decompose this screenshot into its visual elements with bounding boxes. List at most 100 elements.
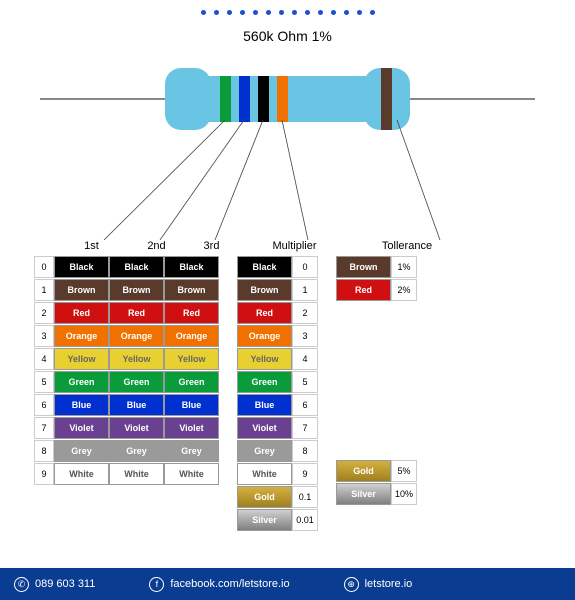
number-cell: 7 xyxy=(292,417,318,439)
header-3rd: 3rd xyxy=(184,240,239,252)
color-cell: Silver xyxy=(237,509,292,531)
color-cell: Brown xyxy=(54,279,109,301)
tolerance-column: Brown1%Red2% Gold5%Silver10% xyxy=(336,256,417,532)
color-cell: Red xyxy=(336,279,391,301)
color-cell: Yellow xyxy=(164,348,219,370)
color-cell: Red xyxy=(164,302,219,324)
color-cell: Grey xyxy=(237,440,292,462)
color-cell: Brown xyxy=(237,279,292,301)
number-cell: 1 xyxy=(292,279,318,301)
band-tolerance xyxy=(381,68,392,130)
number-cell: 0 xyxy=(292,256,318,278)
number-cell: 2% xyxy=(391,279,417,301)
phone-text: 089 603 311 xyxy=(35,578,95,590)
color-cell: Red xyxy=(109,302,164,324)
footer-phone[interactable]: ✆ 089 603 311 xyxy=(14,577,95,592)
color-cell: Orange xyxy=(237,325,292,347)
footer-facebook[interactable]: f facebook.com/letstore.io xyxy=(149,577,289,592)
color-cell: Grey xyxy=(54,440,109,462)
color-cell: Yellow xyxy=(54,348,109,370)
number-cell: 10% xyxy=(391,483,417,505)
color-cell: Blue xyxy=(237,394,292,416)
number-cell: 5 xyxy=(292,371,318,393)
number-cell: 7 xyxy=(34,417,54,439)
color-cell: Red xyxy=(237,302,292,324)
lead-left xyxy=(40,98,165,100)
color-cell: Black xyxy=(164,256,219,278)
color-cell: Violet xyxy=(54,417,109,439)
footer-website[interactable]: ⊕ letstore.io xyxy=(344,577,413,592)
number-cell: 6 xyxy=(292,394,318,416)
band-2 xyxy=(239,76,250,122)
color-cell: Black xyxy=(237,256,292,278)
resistor-value-label: 560k Ohm 1% xyxy=(0,28,575,44)
number-cell: 2 xyxy=(34,302,54,324)
color-cell: Black xyxy=(54,256,109,278)
number-cell: 2 xyxy=(292,302,318,324)
color-cell: Violet xyxy=(109,417,164,439)
number-cell: 1% xyxy=(391,256,417,278)
color-cell: Green xyxy=(109,371,164,393)
color-cell: Yellow xyxy=(109,348,164,370)
color-cell: Yellow xyxy=(237,348,292,370)
color-cell: Blue xyxy=(109,394,164,416)
band-3 xyxy=(258,76,269,122)
color-cell: Orange xyxy=(164,325,219,347)
color-cell: Orange xyxy=(109,325,164,347)
number-cell: 8 xyxy=(34,440,54,462)
color-cell: Violet xyxy=(237,417,292,439)
color-cell: Red xyxy=(54,302,109,324)
number-cell: 3 xyxy=(34,325,54,347)
color-cell: Green xyxy=(54,371,109,393)
number-cell: 3 xyxy=(292,325,318,347)
band-multiplier xyxy=(277,76,288,122)
number-cell: 4 xyxy=(292,348,318,370)
color-cell: Silver xyxy=(336,483,391,505)
globe-icon: ⊕ xyxy=(344,577,359,592)
header-1st: 1st xyxy=(54,240,129,252)
color-cell: Orange xyxy=(54,325,109,347)
resistor-illustration: 560k Ohm 1% xyxy=(0,28,575,168)
band-1 xyxy=(220,76,231,122)
decorative-dots xyxy=(201,10,375,15)
color-cell: Grey xyxy=(164,440,219,462)
color-cell: Green xyxy=(164,371,219,393)
color-cell: White xyxy=(54,463,109,485)
color-cell: Gold xyxy=(237,486,292,508)
footer-bar: ✆ 089 603 311 f facebook.com/letstore.io… xyxy=(0,568,575,600)
number-cell: 8 xyxy=(292,440,318,462)
facebook-text: facebook.com/letstore.io xyxy=(170,578,289,590)
color-cell: Green xyxy=(237,371,292,393)
website-text: letstore.io xyxy=(365,578,413,590)
color-cell: Black xyxy=(109,256,164,278)
multiplier-column: BlackBrownRedOrangeYellowGreenBlueViolet… xyxy=(237,256,318,532)
color-cell: Blue xyxy=(54,394,109,416)
number-cell: 0 xyxy=(34,256,54,278)
number-cell: 5 xyxy=(34,371,54,393)
header-tolerance: Tollerance xyxy=(362,240,452,252)
number-cell: 9 xyxy=(292,463,318,485)
color-cell: Brown xyxy=(336,256,391,278)
header-multiplier: Multiplier xyxy=(257,240,332,252)
facebook-icon: f xyxy=(149,577,164,592)
color-cell: Brown xyxy=(109,279,164,301)
color-cell: Brown xyxy=(164,279,219,301)
number-cell: 5% xyxy=(391,460,417,482)
color-cell: Blue xyxy=(164,394,219,416)
color-cell: White xyxy=(164,463,219,485)
color-cell: White xyxy=(109,463,164,485)
number-cell: 0.01 xyxy=(292,509,318,531)
color-cell: Grey xyxy=(109,440,164,462)
header-2nd: 2nd xyxy=(129,240,184,252)
phone-icon: ✆ xyxy=(14,577,29,592)
number-cell: 6 xyxy=(34,394,54,416)
color-cell: Gold xyxy=(336,460,391,482)
number-cell: 9 xyxy=(34,463,54,485)
lead-right xyxy=(410,98,535,100)
number-cell: 4 xyxy=(34,348,54,370)
color-cell: Violet xyxy=(164,417,219,439)
color-code-tables: 1st 2nd 3rd Multiplier Tollerance 012345… xyxy=(34,240,565,532)
color-cell: White xyxy=(237,463,292,485)
resistor-body xyxy=(165,68,410,130)
number-cell: 1 xyxy=(34,279,54,301)
